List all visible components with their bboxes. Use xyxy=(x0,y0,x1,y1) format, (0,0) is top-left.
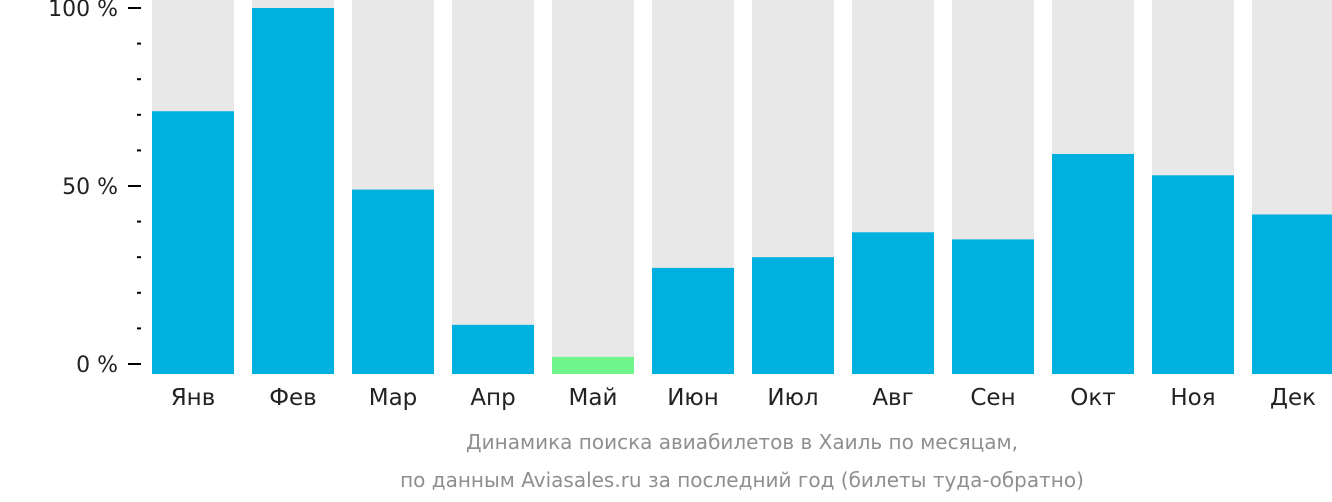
x-tick-label: Сен xyxy=(970,385,1015,411)
x-tick-label: Май xyxy=(569,385,618,411)
bar xyxy=(152,111,234,375)
x-tick-label: Июл xyxy=(767,385,818,411)
bar xyxy=(1152,175,1234,374)
y-tick-label: 0 % xyxy=(76,353,118,378)
x-tick-label: Окт xyxy=(1070,385,1115,411)
bar xyxy=(1052,153,1134,374)
x-tick-label: Мар xyxy=(369,385,418,411)
y-tick-label: 50 % xyxy=(62,175,118,200)
bar xyxy=(1252,214,1332,374)
bar xyxy=(252,8,334,374)
x-tick-label: Апр xyxy=(470,385,515,411)
bar-chart: 0 % 50 % 100 % Янв Фев Мар Апр Май Июн Июл Авг Сен О… xyxy=(48,0,1332,411)
x-tick-label: Янв xyxy=(171,385,216,411)
bar xyxy=(952,239,1034,374)
bar-background xyxy=(552,0,634,374)
x-tick-label: Авг xyxy=(872,385,913,411)
bar xyxy=(352,189,434,374)
x-tick-label: Фев xyxy=(269,385,317,411)
bar xyxy=(752,257,834,374)
bar-background xyxy=(452,0,534,374)
bar-highlight xyxy=(552,356,634,374)
bar xyxy=(652,267,734,374)
y-tick-label: 100 % xyxy=(48,0,118,22)
chart-caption-line-1: Динамика поиска авиабилетов в Хаиль по м… xyxy=(466,430,1018,454)
bar xyxy=(852,232,934,374)
chart-caption-line-2: по данным Aviasales.ru за последний год … xyxy=(400,468,1084,492)
x-tick-label: Дек xyxy=(1270,385,1316,411)
x-tick-label: Ноя xyxy=(1170,385,1215,411)
x-tick-label: Июн xyxy=(667,385,719,411)
bar xyxy=(452,324,534,374)
